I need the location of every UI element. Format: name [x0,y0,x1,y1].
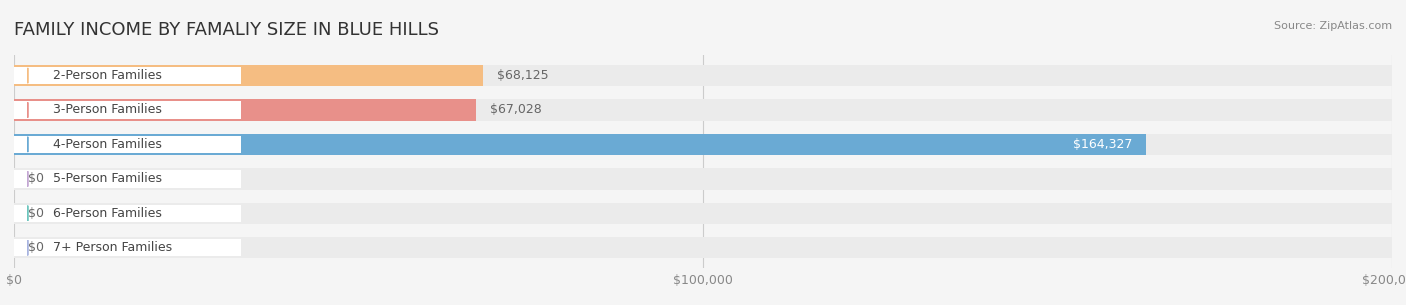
Text: $68,125: $68,125 [498,69,548,82]
Text: 7+ Person Families: 7+ Person Families [52,241,172,254]
Text: 5-Person Families: 5-Person Families [52,172,162,185]
Text: $0: $0 [28,241,44,254]
Bar [14,65,1392,86]
Bar [14,203,1392,224]
Bar [14,170,242,188]
Bar [14,239,242,257]
Text: FAMILY INCOME BY FAMALIY SIZE IN BLUE HILLS: FAMILY INCOME BY FAMALIY SIZE IN BLUE HI… [14,21,439,39]
Text: 6-Person Families: 6-Person Families [52,207,162,220]
Text: $0: $0 [28,207,44,220]
Bar [14,65,484,86]
Bar [14,136,242,153]
Text: $67,028: $67,028 [489,103,541,117]
Bar [14,99,475,121]
Bar [14,101,242,119]
Bar [14,205,242,222]
Text: $164,327: $164,327 [1073,138,1132,151]
Text: 4-Person Families: 4-Person Families [52,138,162,151]
Text: 3-Person Families: 3-Person Families [52,103,162,117]
Bar [14,134,1392,155]
Bar [14,67,242,84]
Text: 2-Person Families: 2-Person Families [52,69,162,82]
Bar [14,237,1392,258]
Bar [14,134,1146,155]
Text: $0: $0 [28,172,44,185]
Bar [14,168,1392,189]
Text: Source: ZipAtlas.com: Source: ZipAtlas.com [1274,21,1392,31]
Bar [14,99,1392,121]
